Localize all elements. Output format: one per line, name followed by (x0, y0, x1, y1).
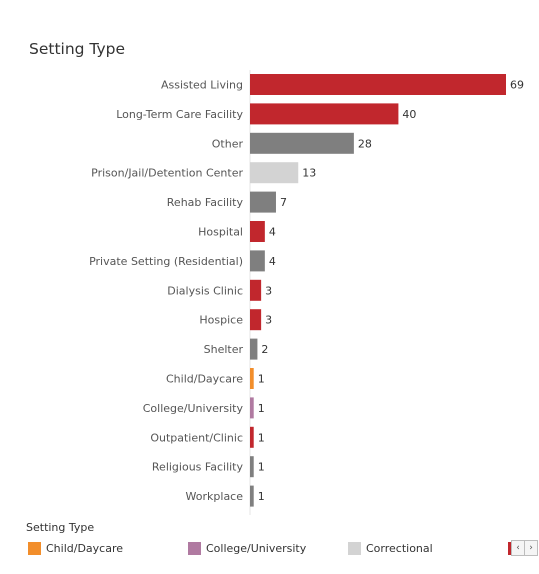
bar[interactable] (250, 221, 265, 242)
value-label: 3 (265, 284, 272, 297)
value-label: 1 (258, 402, 265, 415)
chart-title: Setting Type (29, 40, 126, 58)
bar[interactable] (250, 191, 276, 213)
legend-label: Correctional (366, 542, 433, 555)
category-label: Child/Daycare (166, 373, 243, 386)
bar[interactable] (250, 456, 254, 478)
value-label: 1 (258, 461, 265, 474)
value-label: 69 (510, 79, 524, 92)
value-label: 4 (269, 226, 276, 239)
bar-chart: Assisted Living 69 Long-Term Care Facility… (89, 70, 524, 515)
bar[interactable] (250, 279, 262, 301)
value-label: 2 (261, 343, 268, 356)
category-label: Shelter (204, 343, 244, 356)
category-label: Dialysis Clinic (167, 284, 243, 297)
legend-title: Setting Type (26, 521, 95, 534)
legend-label: College/University (206, 542, 307, 555)
legend-label: Child/Daycare (46, 542, 124, 555)
category-label: Hospice (199, 314, 243, 327)
category-label: Outpatient/Clinic (150, 431, 243, 444)
category-label: Other (212, 137, 244, 150)
legend-swatch (188, 542, 201, 555)
legend-scroll: ‹ › (511, 540, 539, 556)
legend-swatch (28, 542, 41, 555)
category-label: Prison/Jail/Detention Center (91, 167, 243, 180)
chevron-right-icon[interactable]: › (524, 540, 538, 556)
bar[interactable] (250, 426, 254, 448)
chevron-left-icon[interactable]: ‹ (511, 540, 525, 556)
value-label: 1 (258, 431, 265, 444)
bar[interactable] (250, 397, 254, 419)
category-label: Religious Facility (152, 461, 244, 474)
value-label: 13 (302, 167, 316, 180)
value-label: 40 (402, 108, 416, 121)
bar[interactable] (250, 338, 258, 360)
category-label: Hospital (198, 226, 243, 239)
value-label: 28 (358, 137, 372, 150)
bar[interactable] (250, 309, 262, 331)
value-label: 1 (258, 373, 265, 386)
category-label: Assisted Living (161, 79, 243, 92)
legend: Setting Type Child/Daycare College/Unive… (0, 518, 539, 574)
legend-swatch (348, 542, 361, 555)
bar[interactable] (250, 74, 506, 95)
bar[interactable] (250, 368, 254, 389)
category-label: College/University (143, 402, 244, 415)
category-label: Workplace (186, 490, 244, 503)
category-label: Private Setting (Residential) (89, 255, 243, 268)
value-label: 4 (269, 255, 276, 268)
category-label: Long-Term Care Facility (116, 108, 243, 121)
value-label: 1 (258, 490, 265, 503)
value-label: 3 (265, 314, 272, 327)
bar[interactable] (250, 132, 354, 154)
bar[interactable] (250, 103, 399, 125)
bar[interactable] (250, 250, 265, 272)
category-label: Rehab Facility (167, 196, 244, 209)
value-label: 7 (280, 196, 287, 209)
bar[interactable] (250, 485, 254, 507)
bar[interactable] (250, 162, 299, 184)
